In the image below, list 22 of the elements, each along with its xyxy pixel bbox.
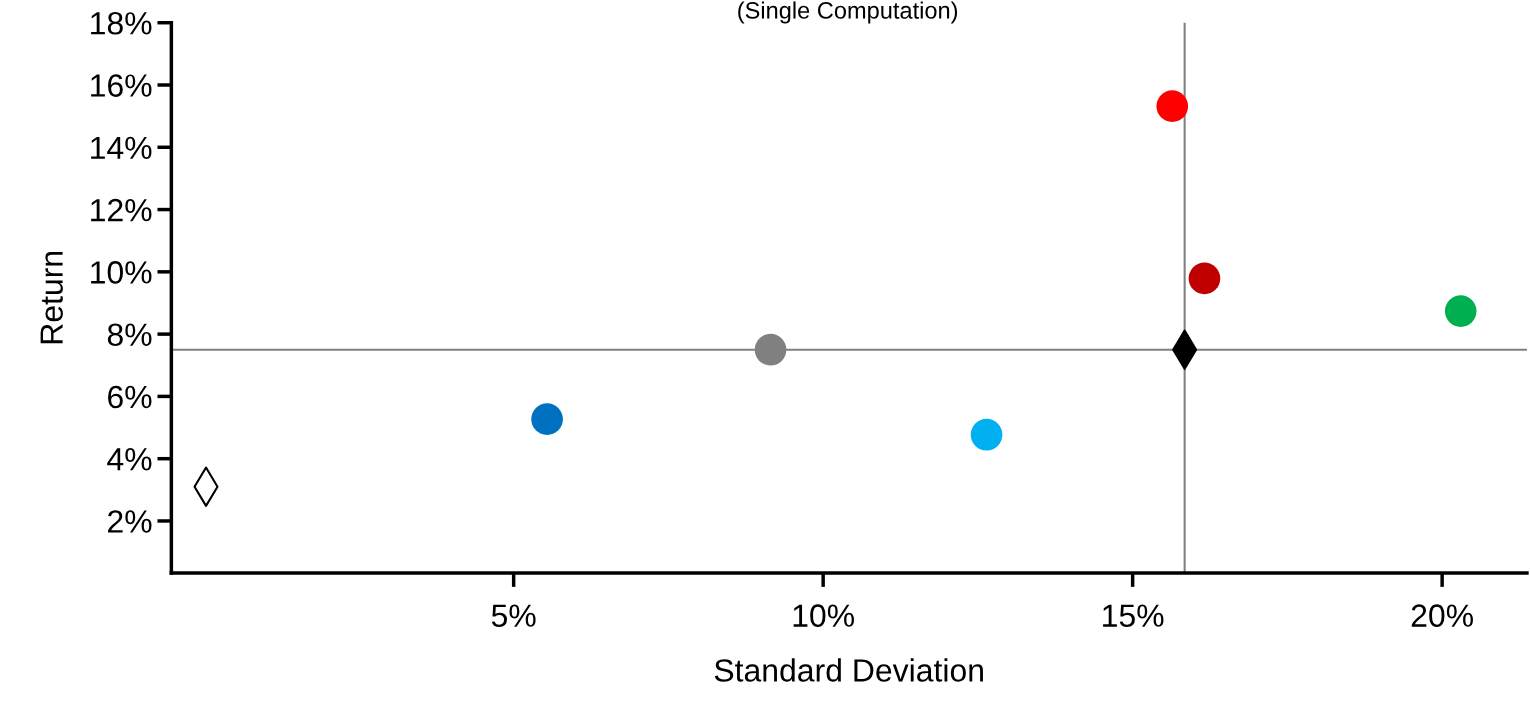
y-axis-title: Return <box>40 251 63 344</box>
x-tick-label: 5% <box>491 604 536 627</box>
y-tick-label: 10% <box>91 261 152 284</box>
point <box>531 403 563 435</box>
point <box>970 418 1003 451</box>
point <box>1188 262 1221 295</box>
y-tick-label: 16% <box>91 74 152 97</box>
x-tick-label: 20% <box>1411 604 1473 627</box>
y-tick-label: 6% <box>108 385 152 409</box>
chart-title: (Single Computation) <box>738 1 958 24</box>
point <box>1156 90 1189 123</box>
x-axis-title: Standard Deviation <box>714 658 983 682</box>
y-tick-label: 12% <box>91 198 152 222</box>
y-tick-label: 2% <box>108 510 152 533</box>
point <box>754 333 787 366</box>
point <box>1444 295 1477 327</box>
x-tick-label: 15% <box>1103 604 1164 627</box>
x-tick-label: 10% <box>793 604 854 627</box>
y-tick-label: 14% <box>91 136 152 160</box>
y-tick-label: 4% <box>107 448 152 471</box>
y-tick-label: 8% <box>107 323 152 347</box>
y-tick-label: 18% <box>91 11 152 35</box>
